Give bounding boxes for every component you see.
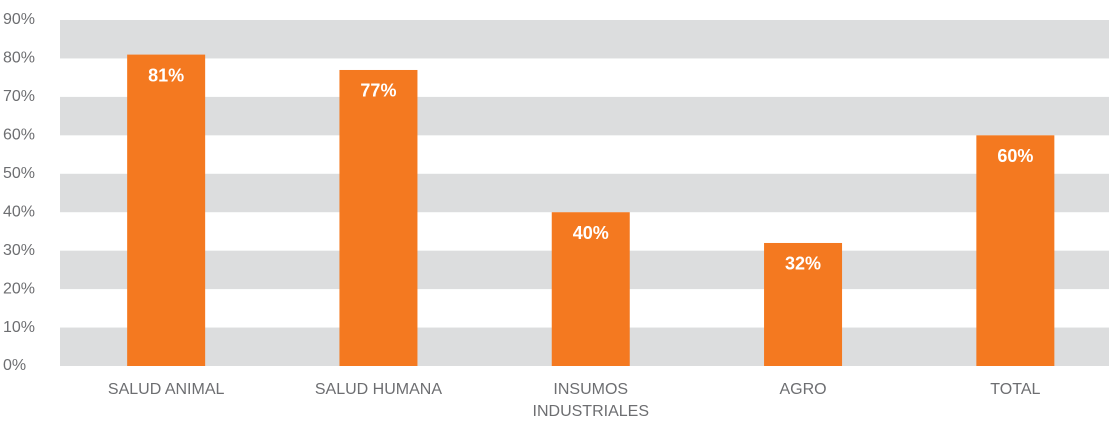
bar — [976, 135, 1055, 366]
x-tick-label: AGRO — [779, 381, 826, 398]
grid-band — [60, 20, 1109, 59]
y-tick-label: 30% — [3, 242, 35, 259]
y-tick-label: 0% — [3, 357, 26, 374]
value-label: 60% — [997, 146, 1033, 166]
value-label: 81% — [148, 65, 184, 85]
bar — [764, 242, 843, 366]
grid-band — [60, 96, 1109, 136]
y-tick-label: 20% — [3, 280, 35, 297]
bar — [551, 212, 630, 366]
y-tick-label: 40% — [3, 203, 35, 220]
y-tick-label: 90% — [3, 11, 35, 28]
x-tick-label: INSUMOS INDUSTRIALES — [533, 381, 649, 420]
y-tick-label: 10% — [3, 319, 35, 336]
bar — [127, 54, 206, 366]
y-tick-label: 50% — [3, 165, 35, 182]
x-tick-label: SALUD HUMANA — [315, 381, 442, 398]
value-label: 77% — [360, 81, 396, 101]
x-tick-label: TOTAL — [990, 381, 1040, 398]
value-label: 32% — [785, 254, 821, 274]
grid-band — [60, 173, 1109, 213]
bar — [339, 69, 418, 366]
value-label: 40% — [573, 223, 609, 243]
y-tick-label: 70% — [3, 88, 35, 105]
y-tick-label: 80% — [3, 50, 35, 67]
y-tick-label: 60% — [3, 127, 35, 144]
x-tick-label: SALUD ANIMAL — [108, 381, 225, 398]
